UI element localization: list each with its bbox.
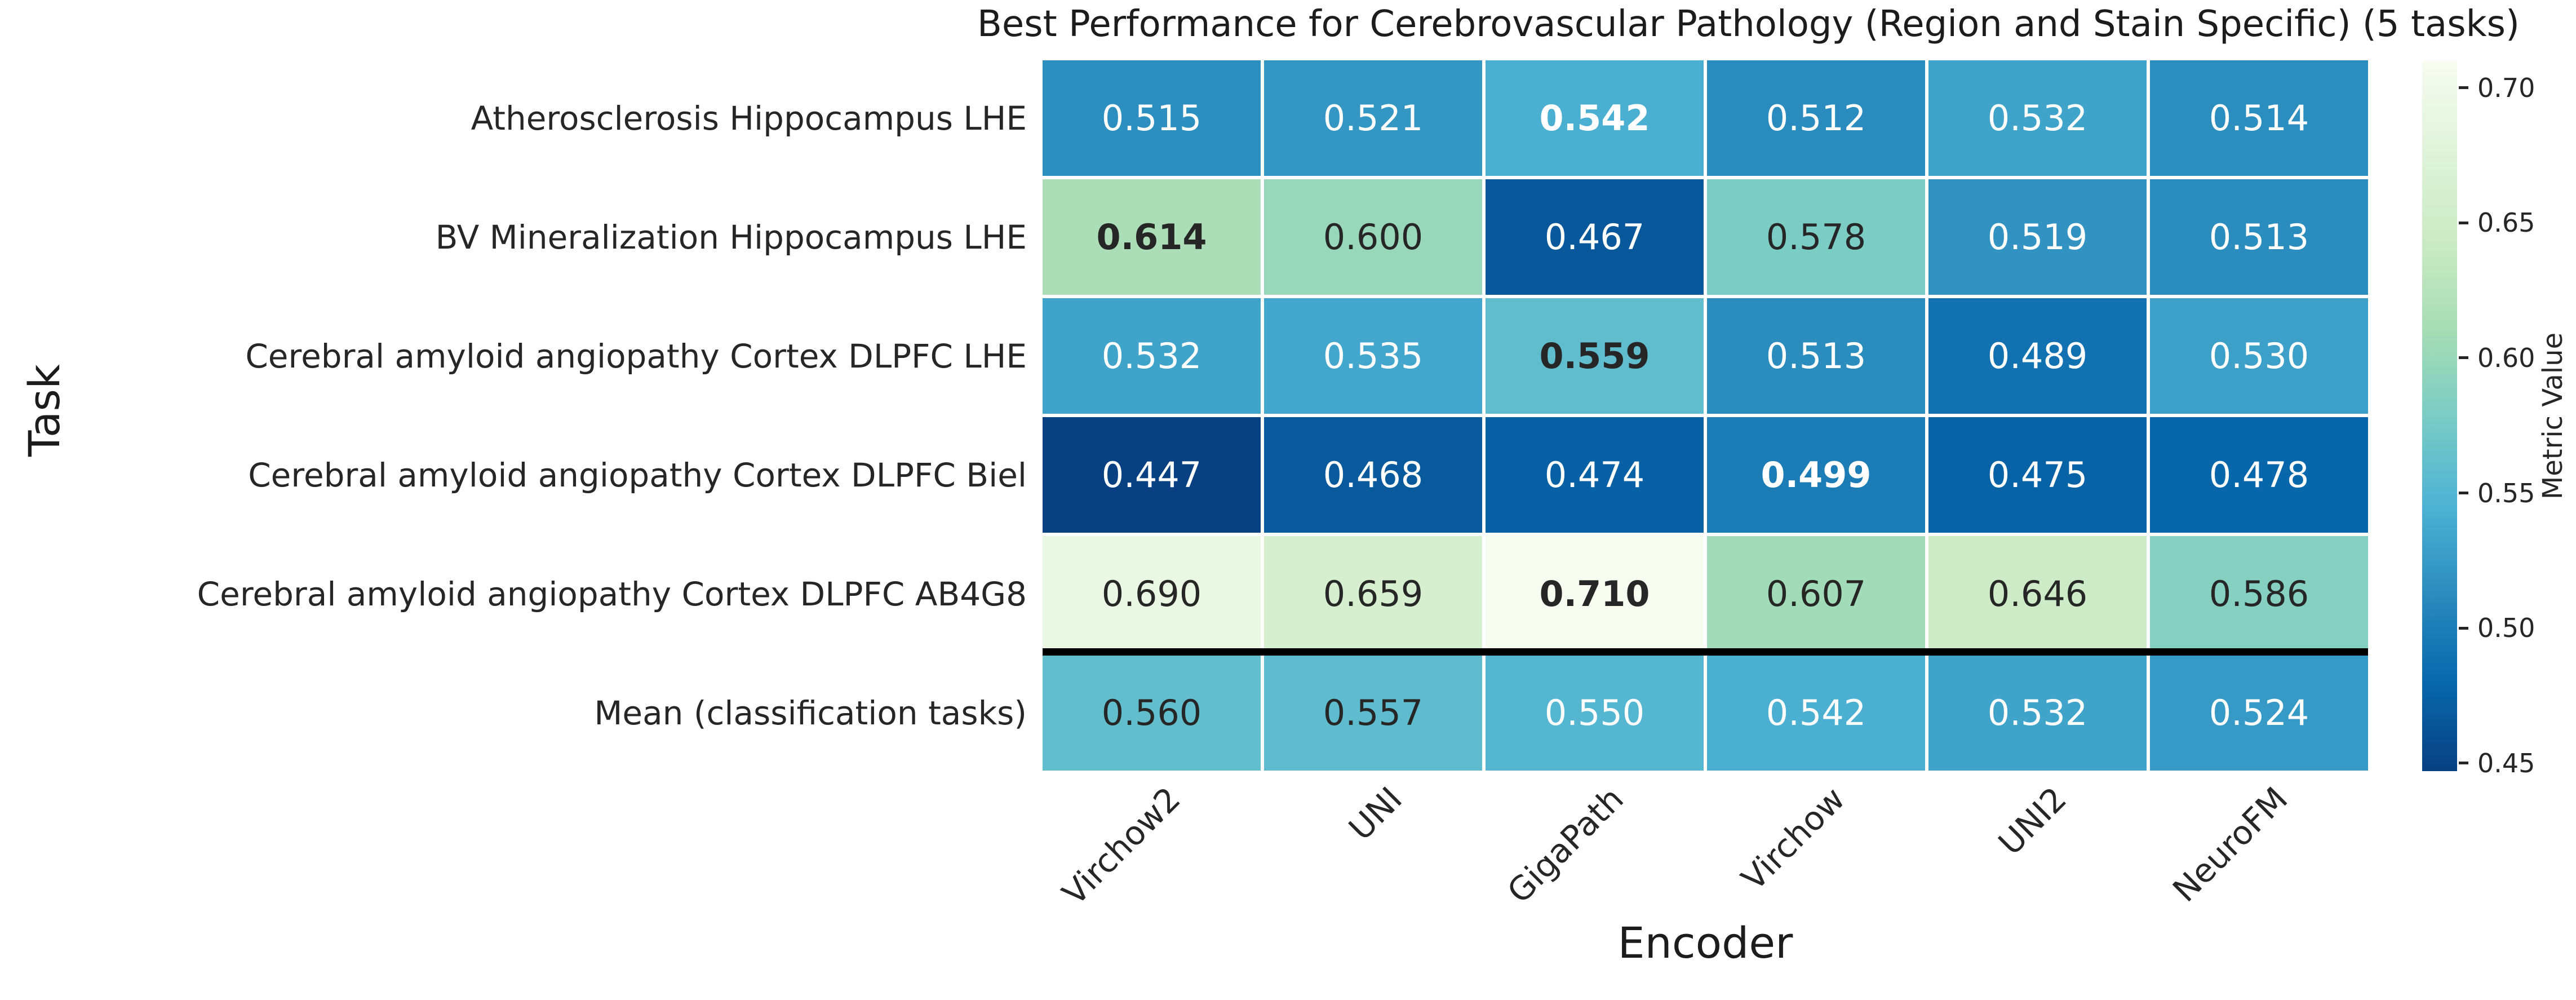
colorbar-tick-label-0.70: 0.70	[2477, 72, 2535, 103]
heatmap-cell-cerebral-amyloid-angiopathy-cortex-dlpfc-biel-virchow2: 0.447	[1043, 417, 1261, 533]
heatmap-cell-cerebral-amyloid-angiopathy-cortex-dlpfc-lhe-virchow: 0.513	[1707, 298, 1925, 414]
colorbar-tick-label-0.60: 0.60	[2477, 342, 2535, 373]
heatmap-cell-bv-mineralization-hippocampus-lhe-uni: 0.600	[1264, 179, 1482, 295]
heatmap-cell-bv-mineralization-hippocampus-lhe-gigapath: 0.467	[1486, 179, 1704, 295]
row-label-cerebral-amyloid-angiopathy-cortex-dlpfc-ab4g8: Cerebral amyloid angiopathy Cortex DLPFC…	[197, 574, 1027, 613]
colorbar-tick-mark-0.45	[2459, 762, 2468, 765]
heatmap-cell-atherosclerosis-hippocampus-lhe-uni2: 0.532	[1928, 60, 2147, 176]
heatmap-cell-bv-mineralization-hippocampus-lhe-neurofm: 0.513	[2150, 179, 2368, 295]
heatmap-cell-bv-mineralization-hippocampus-lhe-virchow: 0.578	[1707, 179, 1925, 295]
heatmap-cell-cerebral-amyloid-angiopathy-cortex-dlpfc-biel-uni: 0.468	[1264, 417, 1482, 533]
row-label-mean-classification-tasks-: Mean (classification tasks)	[594, 693, 1027, 732]
colorbar-tick-label-0.50: 0.50	[2477, 613, 2535, 644]
row-label-cerebral-amyloid-angiopathy-cortex-dlpfc-biel: Cerebral amyloid angiopathy Cortex DLPFC…	[248, 455, 1027, 494]
colorbar-tick-mark-0.60	[2459, 356, 2468, 360]
col-label-uni2: UNI2	[1990, 780, 2074, 862]
heatmap-cell-cerebral-amyloid-angiopathy-cortex-dlpfc-ab4g8-virchow2: 0.690	[1043, 536, 1261, 652]
heatmap-cell-cerebral-amyloid-angiopathy-cortex-dlpfc-biel-gigapath: 0.474	[1486, 417, 1704, 533]
colorbar-tick-mark-0.55	[2459, 492, 2468, 495]
colorbar-tick-mark-0.50	[2459, 626, 2468, 630]
colorbar-tick-mark-0.70	[2459, 86, 2468, 90]
mean-separator-line	[1043, 648, 2368, 656]
heatmap-cell-mean-classification-tasks--neurofm: 0.524	[2150, 655, 2368, 771]
colorbar-label: Metric Value	[2537, 332, 2569, 500]
heatmap-cell-cerebral-amyloid-angiopathy-cortex-dlpfc-biel-neurofm: 0.478	[2150, 417, 2368, 533]
row-label-bv-mineralization-hippocampus-lhe: BV Mineralization Hippocampus LHE	[435, 218, 1027, 256]
heatmap-cell-cerebral-amyloid-angiopathy-cortex-dlpfc-ab4g8-neurofm: 0.586	[2150, 536, 2368, 652]
heatmap-cell-atherosclerosis-hippocampus-lhe-neurofm: 0.514	[2150, 60, 2368, 176]
heatmap-cell-atherosclerosis-hippocampus-lhe-gigapath: 0.542	[1486, 60, 1704, 176]
heatmap-cell-cerebral-amyloid-angiopathy-cortex-dlpfc-lhe-gigapath: 0.559	[1486, 298, 1704, 414]
col-label-neurofm: NeuroFM	[2165, 780, 2295, 910]
heatmap-cell-bv-mineralization-hippocampus-lhe-virchow2: 0.614	[1043, 179, 1261, 295]
heatmap-cell-atherosclerosis-hippocampus-lhe-uni: 0.521	[1264, 60, 1482, 176]
heatmap-cell-cerebral-amyloid-angiopathy-cortex-dlpfc-ab4g8-gigapath: 0.710	[1486, 536, 1704, 652]
row-label-cerebral-amyloid-angiopathy-cortex-dlpfc-lhe: Cerebral amyloid angiopathy Cortex DLPFC…	[245, 337, 1027, 375]
heatmap-cell-bv-mineralization-hippocampus-lhe-uni2: 0.519	[1928, 179, 2147, 295]
heatmap-cell-mean-classification-tasks--virchow: 0.542	[1707, 655, 1925, 771]
x-axis-label: Encoder	[1617, 918, 1793, 968]
heatmap-cell-cerebral-amyloid-angiopathy-cortex-dlpfc-lhe-uni2: 0.489	[1928, 298, 2147, 414]
heatmap-cell-mean-classification-tasks--uni: 0.557	[1264, 655, 1482, 771]
chart-title: Best Performance for Cerebrovascular Pat…	[977, 3, 2520, 45]
heatmap-cell-atherosclerosis-hippocampus-lhe-virchow2: 0.515	[1043, 60, 1261, 176]
heatmap-cell-cerebral-amyloid-angiopathy-cortex-dlpfc-ab4g8-uni2: 0.646	[1928, 536, 2147, 652]
colorbar-gradient	[2422, 61, 2457, 771]
colorbar-tick-label-0.55: 0.55	[2477, 477, 2535, 508]
heatmap-cell-cerebral-amyloid-angiopathy-cortex-dlpfc-lhe-virchow2: 0.532	[1043, 298, 1261, 414]
heatmap-cell-cerebral-amyloid-angiopathy-cortex-dlpfc-biel-uni2: 0.475	[1928, 417, 2147, 533]
colorbar-tick-mark-0.65	[2459, 221, 2468, 224]
colorbar-tick-label-0.45: 0.45	[2477, 747, 2535, 778]
heatmap-cell-cerebral-amyloid-angiopathy-cortex-dlpfc-ab4g8-uni: 0.659	[1264, 536, 1482, 652]
heatmap-cell-mean-classification-tasks--uni2: 0.532	[1928, 655, 2147, 771]
heatmap-cell-cerebral-amyloid-angiopathy-cortex-dlpfc-lhe-neurofm: 0.530	[2150, 298, 2368, 414]
heatmap-cell-mean-classification-tasks--gigapath: 0.550	[1486, 655, 1704, 771]
col-label-virchow: Virchow	[1733, 780, 1852, 898]
heatmap-cell-atherosclerosis-hippocampus-lhe-virchow: 0.512	[1707, 60, 1925, 176]
col-label-uni: UNI	[1341, 780, 1409, 848]
heatmap-cell-cerebral-amyloid-angiopathy-cortex-dlpfc-lhe-uni: 0.535	[1264, 298, 1482, 414]
heatmap-cell-cerebral-amyloid-angiopathy-cortex-dlpfc-biel-virchow: 0.499	[1707, 417, 1925, 533]
col-label-gigapath: GigaPath	[1500, 780, 1631, 911]
heatmap-cell-cerebral-amyloid-angiopathy-cortex-dlpfc-ab4g8-virchow: 0.607	[1707, 536, 1925, 652]
colorbar-tick-label-0.65: 0.65	[2477, 207, 2535, 238]
row-label-atherosclerosis-hippocampus-lhe: Atherosclerosis Hippocampus LHE	[471, 99, 1027, 138]
heatmap-cell-mean-classification-tasks--virchow2: 0.560	[1043, 655, 1261, 771]
col-label-virchow2: Virchow2	[1054, 780, 1188, 913]
